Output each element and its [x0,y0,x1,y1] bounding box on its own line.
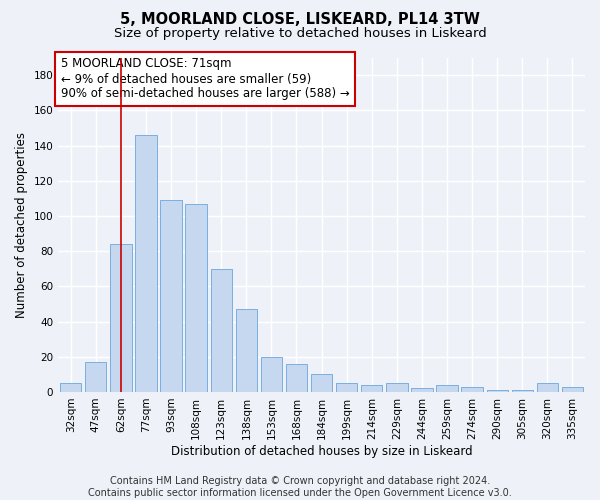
Bar [85,362,106,392]
Text: 5 MOORLAND CLOSE: 71sqm
← 9% of detached houses are smaller (59)
90% of semi-det: 5 MOORLAND CLOSE: 71sqm ← 9% of detached… [61,58,350,100]
Bar [411,388,433,392]
Bar [236,309,257,392]
Text: Size of property relative to detached houses in Liskeard: Size of property relative to detached ho… [113,28,487,40]
Text: Contains HM Land Registry data © Crown copyright and database right 2024.
Contai: Contains HM Land Registry data © Crown c… [88,476,512,498]
X-axis label: Distribution of detached houses by size in Liskeard: Distribution of detached houses by size … [171,444,472,458]
Bar [261,357,282,392]
Bar [286,364,307,392]
Bar [386,383,407,392]
Bar [311,374,332,392]
Y-axis label: Number of detached properties: Number of detached properties [15,132,28,318]
Bar [60,383,82,392]
Bar [110,244,131,392]
Bar [136,135,157,392]
Bar [512,390,533,392]
Bar [436,385,458,392]
Bar [336,383,358,392]
Bar [160,200,182,392]
Text: 5, MOORLAND CLOSE, LISKEARD, PL14 3TW: 5, MOORLAND CLOSE, LISKEARD, PL14 3TW [120,12,480,28]
Bar [487,390,508,392]
Bar [185,204,207,392]
Bar [461,386,483,392]
Bar [361,385,382,392]
Bar [211,268,232,392]
Bar [562,386,583,392]
Bar [537,383,558,392]
